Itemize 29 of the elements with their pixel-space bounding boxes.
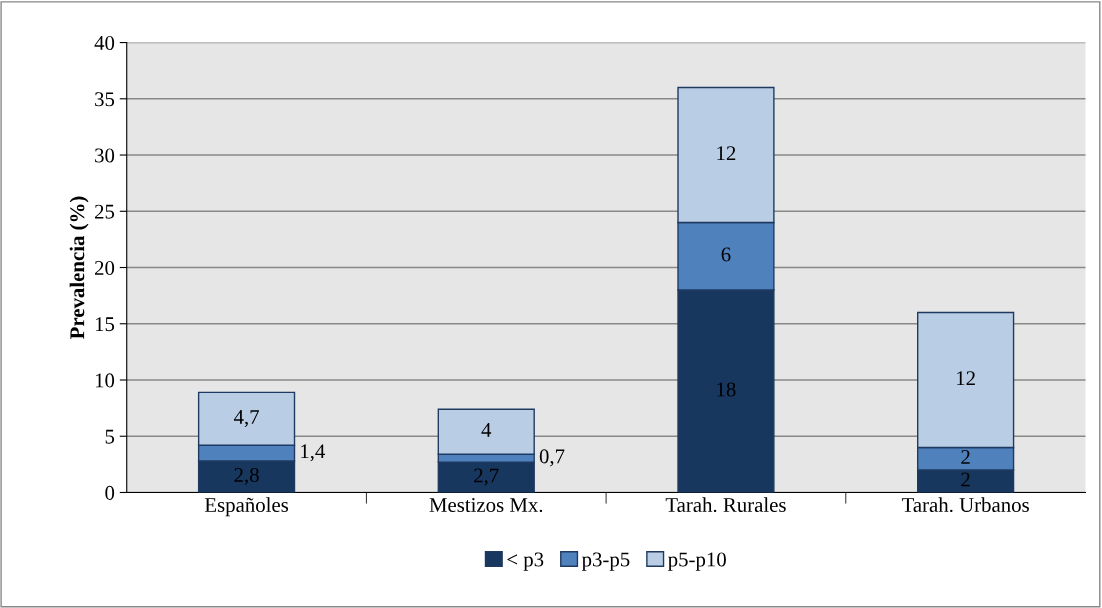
legend-label: p5-p10 [668,552,726,571]
data-label: 18 [717,382,736,397]
data-label: 2,7 [474,468,499,486]
x-tick-label: Tarah. Urbanos [901,497,1029,513]
y-tick-label: 40 [94,35,115,50]
x-tick-label: Españoles [204,497,289,517]
y-tick-label: 0 [105,485,115,500]
data-label: 4 [481,423,492,437]
y-tick-label: 25 [95,204,115,219]
x-tick-label: Tarah. Rurales [665,497,786,513]
data-label: 12 [957,371,975,386]
data-label: 1,4 [301,444,326,462]
y-tick-label: 20 [95,260,115,275]
x-tick-label: Mestizos Mx. [429,498,543,513]
y-tick-label: 10 [95,373,115,388]
data-label: 6 [721,247,731,262]
data-label: 2 [961,449,970,464]
legend-label: < p3 [507,552,544,571]
data-label: 4,7 [233,410,259,428]
data-label: 2,8 [234,467,259,485]
data-label: 2 [961,472,970,487]
data-label: 12 [717,146,736,161]
y-axis-title: Prevalencia (%) [69,196,89,339]
y-tick-label: 30 [95,148,115,163]
y-tick-label: 35 [95,92,115,107]
y-tick-label: 5 [105,429,115,444]
y-tick-label: 15 [95,317,115,332]
data-label: 0,7 [539,449,565,467]
legend-label: p3-p5 [581,552,630,571]
